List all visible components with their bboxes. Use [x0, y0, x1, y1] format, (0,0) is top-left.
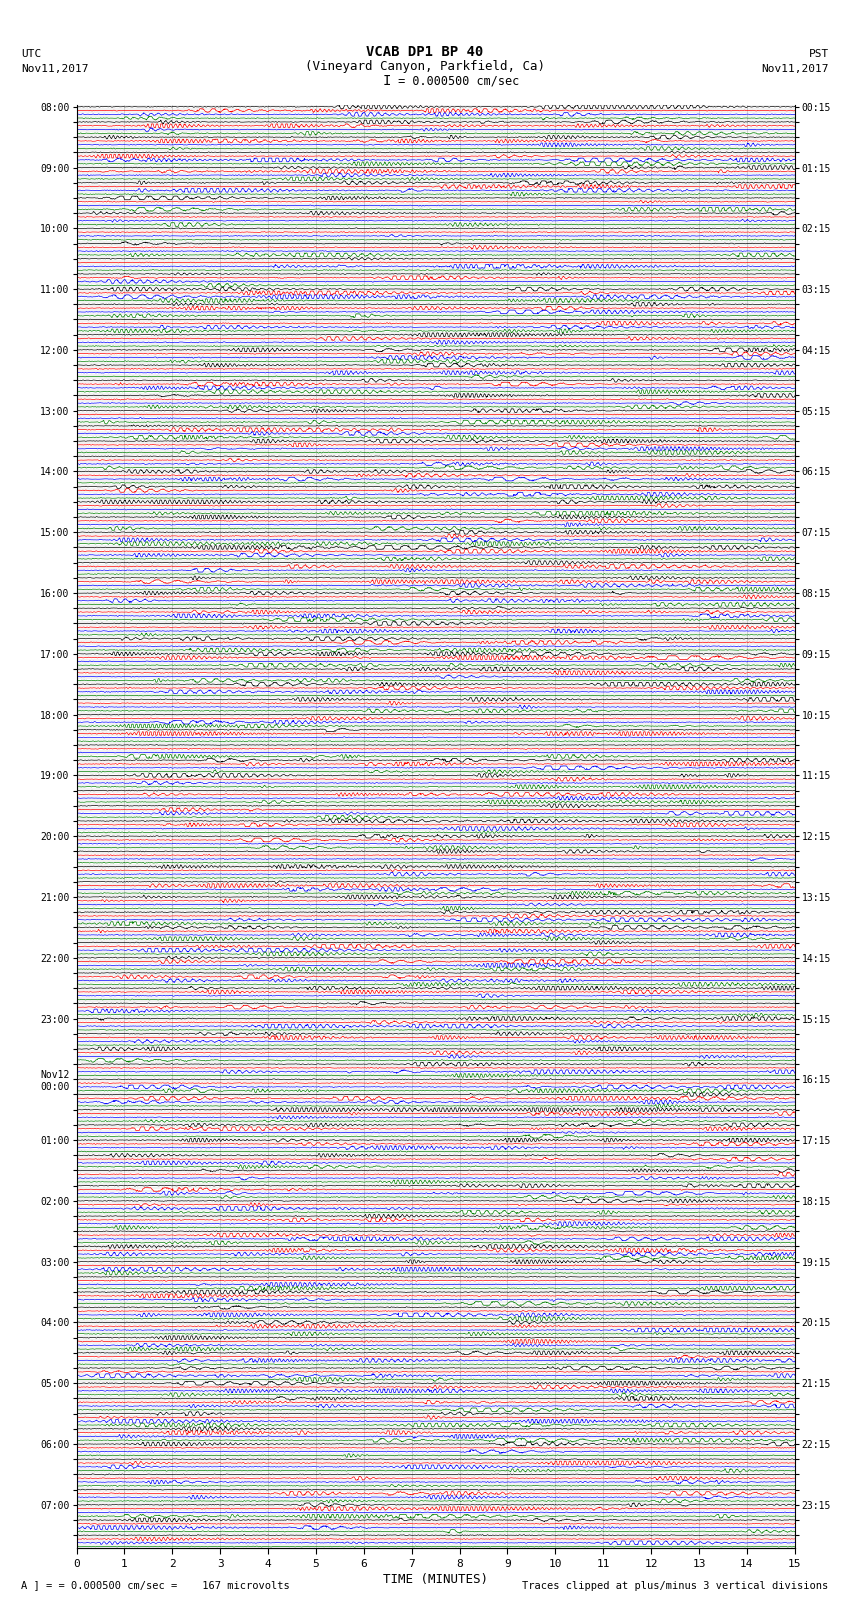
- Text: UTC: UTC: [21, 48, 42, 60]
- Text: Nov11,2017: Nov11,2017: [762, 63, 829, 74]
- Text: = 0.000500 cm/sec: = 0.000500 cm/sec: [391, 74, 519, 87]
- X-axis label: TIME (MINUTES): TIME (MINUTES): [383, 1573, 488, 1586]
- Text: A ] = = 0.000500 cm/sec =    167 microvolts: A ] = = 0.000500 cm/sec = 167 microvolts: [21, 1581, 290, 1590]
- Text: (Vineyard Canyon, Parkfield, Ca): (Vineyard Canyon, Parkfield, Ca): [305, 60, 545, 74]
- Text: Traces clipped at plus/minus 3 vertical divisions: Traces clipped at plus/minus 3 vertical …: [523, 1581, 829, 1590]
- Text: PST: PST: [808, 48, 829, 60]
- Text: I: I: [382, 74, 391, 87]
- Text: VCAB DP1 BP 40: VCAB DP1 BP 40: [366, 45, 484, 60]
- Text: Nov11,2017: Nov11,2017: [21, 63, 88, 74]
